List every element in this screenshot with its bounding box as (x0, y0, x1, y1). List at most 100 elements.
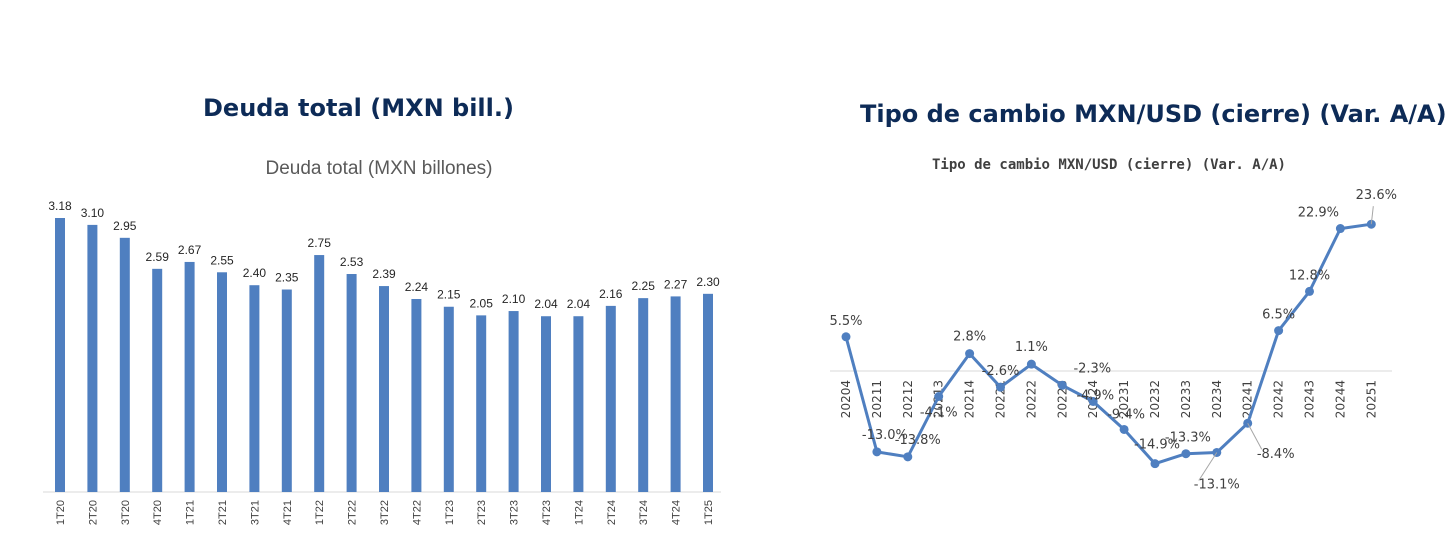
debt-bar-value-label: 2.75 (308, 236, 332, 250)
fx-category-label: 20243 (1303, 380, 1317, 418)
debt-category-label: 3T24 (638, 500, 650, 525)
fx-value-label: -13.3% (1165, 431, 1211, 446)
debt-category-label: 1T25 (703, 500, 715, 525)
debt-bar (281, 289, 292, 492)
debt-chart-title: Deuda total (MXN billones) (265, 158, 492, 179)
debt-bar (314, 255, 325, 492)
fx-value-label: 5.5% (829, 314, 862, 329)
fx-category-label: 20244 (1333, 380, 1347, 418)
debt-bar-value-label: 2.95 (113, 219, 137, 233)
debt-category-label: 4T23 (541, 500, 553, 525)
fx-value-label: -4.9% (1076, 388, 1114, 403)
fx-category-label: 20222 (1024, 380, 1038, 418)
debt-category-label: 1T24 (573, 500, 585, 525)
debt-bar-value-label: 2.15 (437, 288, 461, 302)
debt-bar (152, 268, 163, 492)
fx-data-point (1026, 359, 1036, 369)
fx-chart-title: Tipo de cambio MXN/USD (cierre) (Var. A/… (932, 157, 1286, 173)
fx-data-point (1119, 424, 1129, 434)
debt-bar-value-label: 2.05 (470, 296, 494, 310)
debt-category-label: 3T22 (379, 500, 391, 525)
debt-bar-value-label: 2.35 (275, 271, 299, 285)
debt-category-label: 3T20 (120, 500, 132, 525)
debt-category-label: 1T20 (55, 500, 67, 525)
debt-category-label: 1T22 (314, 500, 326, 525)
debt-bar-value-label: 2.53 (340, 255, 364, 269)
debt-bar (476, 315, 487, 492)
fx-category-label: 20242 (1272, 380, 1286, 418)
debt-bar (508, 311, 519, 492)
fx-data-point (841, 332, 851, 342)
fx-label-leader (1247, 423, 1263, 450)
fx-label-leader (1370, 206, 1374, 225)
debt-bar-value-label: 2.04 (534, 297, 558, 311)
debt-bar-value-label: 2.59 (146, 250, 170, 264)
fx-category-label: 20231 (1117, 380, 1131, 418)
debt-category-label: 3T21 (249, 500, 261, 525)
debt-bar (346, 274, 357, 492)
debt-category-label: 2T22 (347, 500, 359, 525)
debt-category-label: 3T23 (509, 500, 521, 525)
debt-bar (443, 306, 454, 492)
debt-bar (638, 298, 649, 492)
debt-category-label: 2T20 (87, 500, 99, 525)
fx-category-label: 20204 (839, 380, 853, 418)
fx-data-point (965, 349, 975, 359)
debt-bar-value-label: 2.39 (372, 267, 396, 281)
fx-category-label: 20234 (1210, 380, 1224, 418)
debt-bar (379, 286, 389, 492)
debt-category-label: 1T23 (444, 500, 456, 525)
debt-category-label: 4T22 (411, 500, 423, 525)
debt-category-label: 4T24 (671, 500, 683, 525)
fx-series-line (844, 222, 1372, 466)
fx-data-point (1057, 380, 1067, 390)
debt-category-label: 1T21 (185, 500, 197, 525)
debt-category-label: 2T24 (606, 500, 618, 525)
fx-data-point (872, 447, 882, 457)
fx-category-label: 20212 (901, 380, 915, 418)
debt-bar (249, 285, 260, 492)
fx-value-label: 2.8% (953, 330, 986, 345)
debt-bar (87, 224, 98, 493)
debt-bar (411, 298, 422, 492)
fx-value-label: -2.6% (982, 364, 1020, 379)
debt-category-label: 2T21 (217, 500, 229, 525)
debt-category-label: 4T21 (282, 500, 294, 525)
fx-data-point (1088, 396, 1098, 406)
left-panel-title: Deuda total (MXN bill.) (203, 94, 514, 122)
fx-category-label: 20232 (1148, 380, 1162, 418)
fx-data-point (1150, 459, 1160, 469)
fx-data-point (1181, 449, 1191, 459)
debt-bar (541, 316, 551, 492)
debt-bar-value-label: 2.67 (178, 243, 202, 257)
debt-bar-value-label: 2.27 (664, 277, 688, 291)
fx-data-point (1305, 286, 1314, 296)
right-panel-title: Tipo de cambio MXN/USD (cierre) (Var. A/… (860, 100, 1447, 128)
debt-bar (703, 293, 713, 492)
fx-value-label: 22.9% (1298, 206, 1339, 221)
debt-bar (573, 316, 584, 492)
fx-data-point (1335, 224, 1345, 234)
debt-bar-value-label: 2.16 (599, 287, 623, 301)
fx-data-point (903, 452, 913, 462)
fx-value-label: 6.5% (1262, 308, 1295, 323)
fx-value-label: -13.1% (1194, 477, 1240, 492)
fx-category-label: 20251 (1364, 380, 1378, 418)
debt-bar-value-label: 2.04 (567, 297, 591, 311)
fx-value-label: -14.9% (1134, 438, 1180, 453)
debt-bar-value-label: 2.25 (632, 279, 656, 293)
debt-bar (670, 296, 681, 492)
debt-bar-value-label: 2.24 (405, 280, 429, 294)
debt-bar (605, 305, 616, 492)
fx-value-label: 23.6% (1356, 188, 1397, 203)
fx-category-label: 20214 (963, 380, 977, 418)
fx-data-point (1274, 326, 1284, 336)
fx-category-label: 20223 (1055, 380, 1069, 418)
debt-bar (217, 272, 227, 492)
fx-value-label: -13.8% (895, 433, 941, 448)
fx-value-label: -13.0% (862, 428, 908, 443)
fx-value-label: -2.3% (1073, 361, 1111, 376)
debt-category-label: 4T20 (152, 500, 164, 525)
debt-bar-value-label: 2.55 (210, 253, 234, 267)
